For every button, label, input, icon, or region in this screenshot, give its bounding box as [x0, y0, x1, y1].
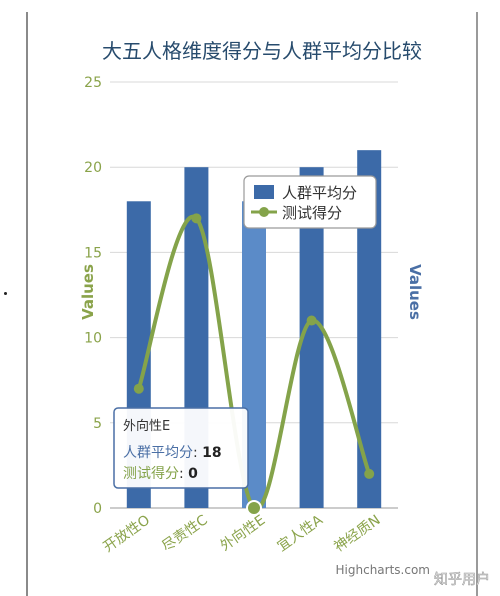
- y-axis-label-right: Values: [406, 264, 424, 320]
- tooltip-row-bar-label: 人群平均分: [123, 445, 193, 461]
- legend-line-marker: [259, 207, 269, 217]
- watermark: 知乎用户: [434, 571, 490, 588]
- legend-bar-swatch: [254, 185, 274, 199]
- tooltip-box: [113, 407, 249, 489]
- x-axis-ticks: 开放性O 尽责性C 外向性E 宜人性A 神经质N: [100, 512, 383, 556]
- line-point: [306, 315, 317, 326]
- x-tick-label: 开放性O: [100, 512, 153, 556]
- y-tick-label: 10: [84, 331, 102, 347]
- x-tick-label: 外向性E: [217, 512, 268, 554]
- line-point: [246, 500, 262, 516]
- line-point: [191, 213, 202, 224]
- x-tick-label: 神经质N: [331, 512, 383, 555]
- tooltip-row-line-value: 0: [188, 466, 198, 482]
- y-tick-label: 25: [84, 75, 102, 91]
- y-axis-ticks: 0 5 10 15 20 25: [84, 75, 102, 517]
- legend: 人群平均分 测试得分: [243, 175, 377, 229]
- tooltip-category: 外向性E: [123, 418, 170, 434]
- credits-link[interactable]: Highcharts.com: [336, 563, 430, 577]
- tooltip-row-line-label: 测试得分: [123, 465, 179, 482]
- line-series: [133, 213, 375, 516]
- y-tick-label: 5: [93, 416, 102, 432]
- chart-title: 大五人格维度得分与人群平均分比较: [102, 39, 422, 63]
- tooltip-row-line: 测试得分: 0: [123, 465, 198, 482]
- line-point: [364, 468, 375, 479]
- y-tick-label: 0: [93, 501, 102, 517]
- legend-box: [243, 175, 377, 229]
- tooltip-row-bar: 人群平均分: 18: [123, 445, 222, 461]
- stray-dot: [4, 292, 7, 295]
- y-tick-label: 15: [84, 245, 102, 261]
- line-point: [133, 383, 144, 394]
- legend-item-bar[interactable]: 人群平均分: [282, 184, 357, 202]
- x-tick-label: 宜人性A: [274, 512, 326, 555]
- legend-item-line[interactable]: 测试得分: [282, 204, 342, 222]
- tooltip-row-bar-value: 18: [202, 445, 221, 461]
- x-tick-label: 尽责性C: [159, 512, 211, 555]
- tooltip: 外向性E 人群平均分: 18 测试得分: 0: [113, 407, 249, 489]
- y-tick-label: 20: [84, 160, 102, 176]
- y-axis-label-left: Values: [79, 264, 97, 320]
